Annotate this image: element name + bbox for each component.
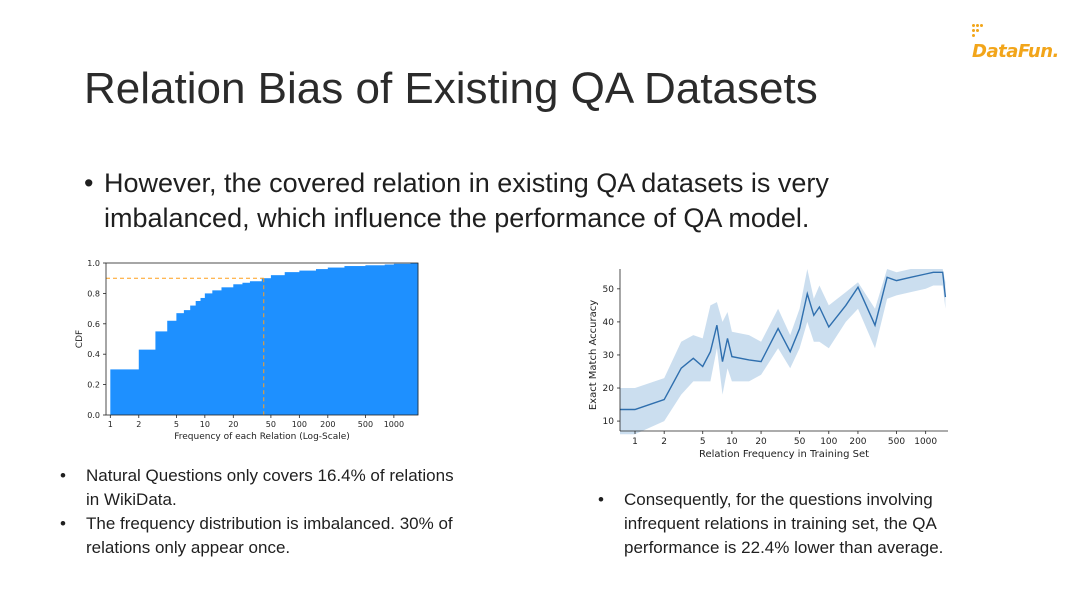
right-bullet-list: • Consequently, for the questions involvi…	[596, 488, 996, 560]
cdf-bar	[221, 287, 234, 415]
cdf-bar	[190, 305, 197, 415]
cdf-bar	[167, 320, 177, 415]
y-tick-label: 20	[603, 384, 615, 394]
cdf-bar	[384, 264, 395, 415]
confidence-band	[620, 269, 946, 435]
cdf-bar	[183, 310, 191, 415]
cdf-chart: 0.0 0.2 0.4 0.6 0.8 1.0 1 2 5 10 20 50 100 200 500 1000…	[75, 259, 419, 442]
x-tick-label: 500	[358, 420, 373, 429]
left-bullet-list: • Natural Questions only covers 16.4% of …	[58, 464, 458, 560]
x-tick-label: 10	[200, 420, 210, 429]
bullet-dot-icon: •	[598, 490, 604, 509]
cdf-bar	[270, 275, 286, 415]
accuracy-line	[620, 271, 947, 411]
cdf-bar	[204, 293, 213, 415]
y-tick-label: 0.2	[87, 381, 100, 390]
slide-title: Relation Bias of Existing QA Datasets	[84, 64, 818, 113]
cdf-bar	[212, 290, 222, 415]
x-tick-label: 10	[726, 437, 738, 447]
x-tick-label: 200	[849, 437, 866, 447]
x-tick-label: 5	[700, 437, 706, 447]
accuracy-chart: 10 20 30 40 50 1 2 5 10 20 50 100 200 500 1000 Relation…	[588, 269, 948, 460]
bullet-dot-icon: •	[60, 514, 66, 533]
cdf-bar	[249, 281, 263, 415]
y-tick-label: 0.4	[87, 350, 100, 359]
cdf-bar	[365, 265, 386, 415]
x-tick-label: 2	[661, 437, 667, 447]
right-bullet-text: Consequently, for the questions involvin…	[624, 490, 944, 557]
cdf-bar	[344, 266, 366, 415]
datafun-logo: DataFun.	[972, 20, 1072, 62]
x-tick-label: 50	[794, 437, 806, 447]
cdf-bar	[138, 349, 156, 415]
y-tick-label: 0.6	[87, 320, 100, 329]
left-bullet-text: Natural Questions only covers 16.4% of r…	[86, 466, 454, 509]
y-tick-label: 40	[603, 318, 615, 328]
y-tick-label: 0.8	[87, 289, 100, 298]
x-tick-label: 1	[108, 420, 113, 429]
x-tick-label: 2	[136, 420, 141, 429]
x-tick-label: 5	[174, 420, 179, 429]
y-tick-label: 50	[603, 285, 615, 295]
cdf-bar	[299, 270, 317, 415]
cdf-bar	[176, 313, 185, 415]
cdf-bar	[284, 272, 300, 415]
main-bullet: • However, the covered relation in exist…	[84, 166, 964, 236]
y-tick-label: 10	[603, 417, 615, 427]
x-tick-label: 500	[888, 437, 905, 447]
list-item: • Consequently, for the questions involvi…	[596, 488, 996, 560]
cdf-bar	[155, 331, 168, 415]
cdf-bar	[233, 284, 243, 415]
y-axis-label: CDF	[75, 330, 85, 348]
cdf-bar	[316, 269, 329, 415]
cdf-bar	[195, 301, 201, 415]
x-axis-label: Frequency of each Relation (Log-Scale)	[174, 432, 350, 442]
x-tick-label: 1000	[384, 420, 404, 429]
x-tick-label: 100	[820, 437, 837, 447]
x-tick-label: 100	[292, 420, 307, 429]
cdf-bar	[242, 282, 251, 415]
cdf-bar	[261, 278, 272, 415]
x-tick-label: 20	[755, 437, 767, 447]
cdf-bar	[410, 263, 419, 415]
x-tick-label: 20	[228, 420, 238, 429]
logo-dots-icon	[972, 24, 984, 38]
x-tick-label: 1	[632, 437, 638, 447]
cdf-bar	[327, 267, 345, 415]
y-tick-label: 1.0	[87, 259, 100, 268]
cdf-bar	[393, 263, 411, 415]
bullet-dot-icon: •	[60, 466, 66, 485]
list-item: • The frequency distribution is imbalance…	[58, 512, 458, 560]
cdf-bar	[200, 297, 206, 415]
list-item: • Natural Questions only covers 16.4% of …	[58, 464, 458, 512]
x-tick-label: 200	[320, 420, 335, 429]
cdf-plot-frame	[105, 262, 419, 416]
cdf-bar	[110, 369, 140, 415]
y-axis-label: Exact Match Accuracy	[588, 300, 599, 410]
y-tick-label: 0.0	[87, 411, 100, 420]
x-tick-label: 1000	[914, 437, 937, 447]
main-bullet-text: However, the covered relation in existin…	[104, 168, 829, 233]
y-tick-label: 30	[603, 351, 615, 361]
logo-text: DataFun.	[972, 41, 1059, 62]
bullet-dot-icon: •	[84, 168, 94, 198]
x-tick-label: 50	[266, 420, 276, 429]
left-bullet-text: The frequency distribution is imbalanced…	[86, 514, 453, 557]
x-axis-label: Relation Frequency in Training Set	[699, 449, 869, 460]
